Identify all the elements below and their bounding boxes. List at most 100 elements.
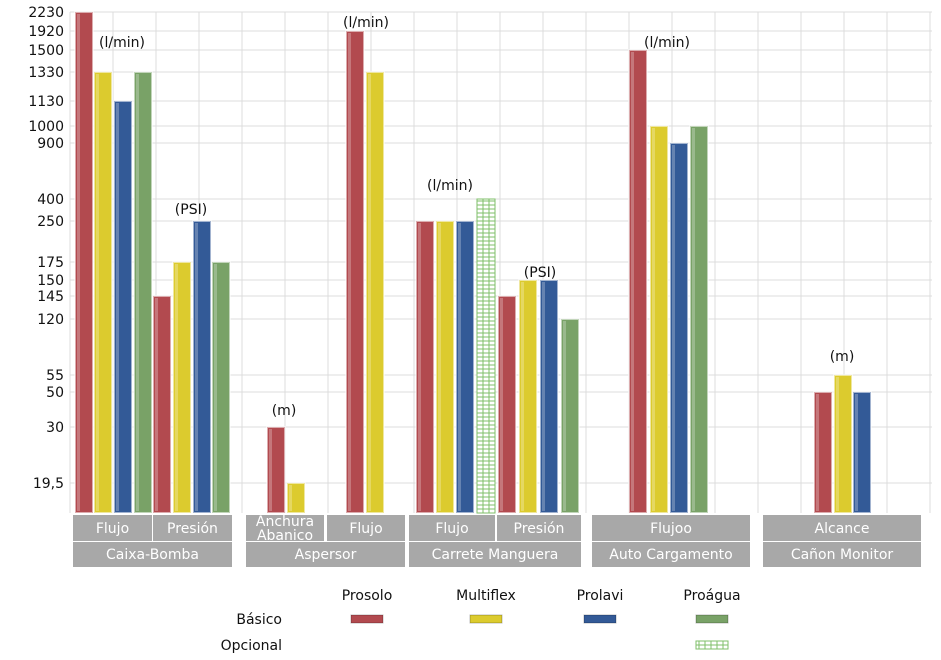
group-box: [592, 542, 750, 567]
y-tick-label: 150: [37, 273, 64, 289]
y-tick-label: 1920: [28, 24, 64, 40]
bar-prolavi: [455, 220, 475, 514]
bar-multiflex: [649, 125, 669, 514]
y-tick-label: 19,5: [33, 476, 64, 492]
subcategory-box: [73, 515, 152, 541]
unit-annotation: (l/min): [644, 35, 690, 51]
group-label: Aspersor: [295, 547, 357, 563]
bar-highlight: [195, 223, 198, 511]
bar-highlight: [289, 485, 292, 511]
unit-annotation: (PSI): [524, 265, 556, 281]
bar-multiflex: [172, 261, 192, 514]
group-label: Carrete Manguera: [432, 547, 559, 563]
bar-proagua: [689, 125, 709, 514]
legend-swatch-basico: [469, 614, 503, 624]
y-tick-label: 1000: [28, 119, 64, 135]
legend-series-label: Multiflex: [456, 588, 516, 604]
bar-highlight: [368, 74, 371, 511]
subcategory-label: Presión: [514, 521, 565, 537]
legend-row-label: Básico: [236, 612, 282, 628]
bar-highlight: [542, 282, 545, 511]
y-tick-label: 900: [37, 136, 64, 152]
bar-prosolo: [628, 49, 648, 514]
subcategory-label: Abanico: [257, 528, 313, 544]
y-tick-label: 175: [37, 255, 64, 271]
subcategory-box: [246, 515, 324, 541]
subcategory-label: Flujo: [96, 521, 129, 537]
bar-prolavi: [113, 100, 133, 514]
bars: [74, 11, 872, 514]
bar-highlight: [214, 264, 217, 511]
legend-series-label: Prosolo: [342, 588, 393, 604]
group-box: [763, 542, 921, 567]
bar-highlight: [96, 74, 99, 511]
bar-prosolo: [266, 426, 286, 514]
bar-highlight: [563, 321, 566, 511]
group-label: Caixa-Bomba: [106, 547, 199, 563]
y-tick-label: 1500: [28, 43, 64, 59]
legend-swatch-basico: [695, 614, 729, 624]
bar-prosolo: [415, 220, 435, 514]
subcategory-box: [153, 515, 232, 541]
bar-proagua: [133, 71, 153, 514]
subcategory-label: Anchura: [256, 514, 314, 530]
subcategory-box: [409, 515, 495, 541]
group-label: Cañon Monitor: [791, 547, 894, 563]
y-tick-label: 250: [37, 214, 64, 230]
legend-row-label: Opcional: [221, 638, 282, 654]
bar-proagua: [560, 318, 580, 514]
bar-highlight: [816, 394, 819, 511]
group-box: [73, 542, 232, 567]
bar-highlight: [521, 282, 524, 511]
bar-highlight: [855, 394, 858, 511]
y-tick-label: 120: [37, 312, 64, 328]
y-tick-label: 2230: [28, 5, 64, 21]
bar-multiflex: [365, 71, 385, 514]
bar-highlight: [500, 298, 503, 511]
bar-prosolo: [813, 391, 833, 514]
y-tick-label: 50: [46, 385, 64, 401]
subcategory-label: Flujo: [349, 521, 382, 537]
y-tick-label: 30: [46, 420, 64, 436]
bar-prosolo: [345, 30, 365, 514]
unit-annotations: (l/min) (PSI) (m) (l/min) (l/min) (PSI) (l/min…: [99, 15, 854, 419]
subcategory-box: [327, 515, 405, 541]
bar-opcional: [476, 198, 496, 514]
bar-highlight: [458, 223, 461, 511]
group-box: [246, 542, 405, 567]
bar-highlight: [692, 128, 695, 511]
subcategory-box: [592, 515, 750, 541]
group-label: Auto Cargamento: [609, 547, 732, 563]
legend-swatch-opcional: [695, 640, 729, 650]
bar-highlight: [269, 429, 272, 511]
legend-series-label: Proágua: [683, 588, 740, 604]
subcategory-box: [763, 515, 921, 541]
bar-multiflex: [518, 279, 538, 514]
unit-annotation: (l/min): [99, 35, 145, 51]
bar-prolavi: [539, 279, 559, 514]
legend-swatch-basico: [350, 614, 384, 624]
y-tick-label: 1330: [28, 65, 64, 81]
bar-highlight: [418, 223, 421, 511]
subcategory-label: Flujo: [435, 521, 468, 537]
bar-highlight: [672, 145, 675, 511]
unit-annotation: (l/min): [427, 178, 473, 194]
unit-annotation: (l/min): [343, 15, 389, 31]
y-tick-label: 1130: [28, 94, 64, 110]
legend: Prosolo Multiflex Prolavi Proágua Básico Opci…: [221, 588, 741, 654]
subcategory-box: [497, 515, 581, 541]
bar-highlight: [116, 103, 119, 511]
subcategory-label: Presión: [167, 521, 218, 537]
subcategory-label: Flujoo: [650, 521, 692, 537]
bar-highlight: [438, 223, 441, 511]
group-box: [409, 542, 581, 567]
bar-highlight: [155, 298, 158, 511]
bar-prolavi: [852, 391, 872, 514]
bar-multiflex: [286, 482, 306, 514]
bar-highlight: [631, 52, 634, 511]
bar-highlight: [136, 74, 139, 511]
bar-highlight: [836, 377, 839, 511]
bar-prolavi: [669, 142, 689, 514]
